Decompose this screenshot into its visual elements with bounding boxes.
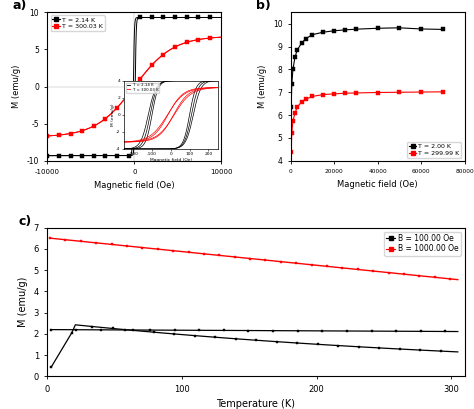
Legend: T = 2.14 K, T = 300.03 K: T = 2.14 K, T = 300.03 K — [51, 16, 105, 31]
Y-axis label: M (emu/g): M (emu/g) — [258, 65, 267, 108]
Y-axis label: M (emu/g): M (emu/g) — [18, 277, 28, 327]
X-axis label: Temperature (K): Temperature (K) — [217, 399, 295, 409]
Text: c): c) — [18, 215, 31, 228]
X-axis label: Magnetic field (Oe): Magnetic field (Oe) — [337, 180, 418, 189]
Legend: B = 100.00 Oe, B = 1000.00 Oe: B = 100.00 Oe, B = 1000.00 Oe — [384, 231, 461, 256]
Y-axis label: M (emu/g): M (emu/g) — [12, 65, 21, 108]
Text: a): a) — [13, 0, 27, 12]
X-axis label: Magnetic field (Oe): Magnetic field (Oe) — [94, 181, 174, 190]
Legend: T = 2.00 K, T = 299.99 K: T = 2.00 K, T = 299.99 K — [407, 142, 461, 158]
Text: b): b) — [256, 0, 271, 12]
